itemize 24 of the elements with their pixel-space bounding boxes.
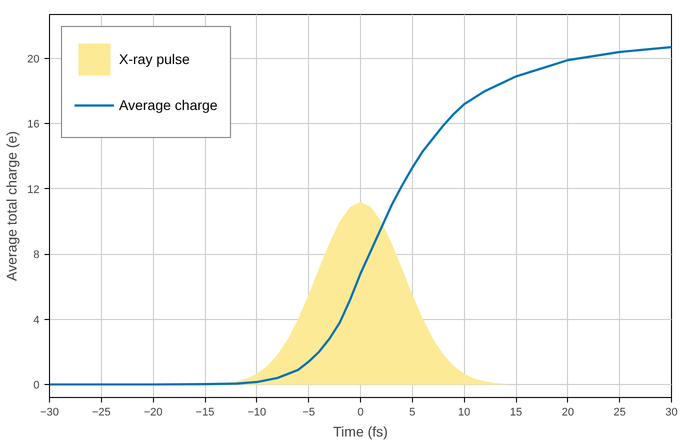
x-tick-label: −30 xyxy=(40,406,59,418)
x-tick-label: 5 xyxy=(409,406,416,418)
x-tick-label: −10 xyxy=(248,406,266,418)
y-tick-label: 16 xyxy=(27,118,40,131)
x-axis-title: Time (fs) xyxy=(333,424,388,440)
x-tick-label: 20 xyxy=(562,406,574,418)
x-tick-label: −25 xyxy=(92,406,111,418)
y-tick-label: 0 xyxy=(33,379,40,392)
x-tick-label: −15 xyxy=(196,406,214,418)
legend-label: X-ray pulse xyxy=(119,51,190,67)
x-tick-label: 25 xyxy=(614,406,626,418)
x-tick-label: 0 xyxy=(357,406,364,418)
y-axis-title: Average total charge (e) xyxy=(3,131,20,281)
y-tick-label: 12 xyxy=(27,184,40,196)
x-tick-label: 10 xyxy=(458,406,470,418)
y-tick-label: 4 xyxy=(33,314,40,326)
y-tick-label: 20 xyxy=(27,54,40,66)
y-tick-label: 8 xyxy=(33,249,40,262)
x-tick-label: −20 xyxy=(144,406,163,418)
legend-label: Average charge xyxy=(119,97,218,113)
line-series xyxy=(50,46,672,386)
x-tick-label: 30 xyxy=(665,406,678,418)
x-tick-label: −5 xyxy=(302,406,315,418)
x-tick-label: 15 xyxy=(510,406,522,418)
